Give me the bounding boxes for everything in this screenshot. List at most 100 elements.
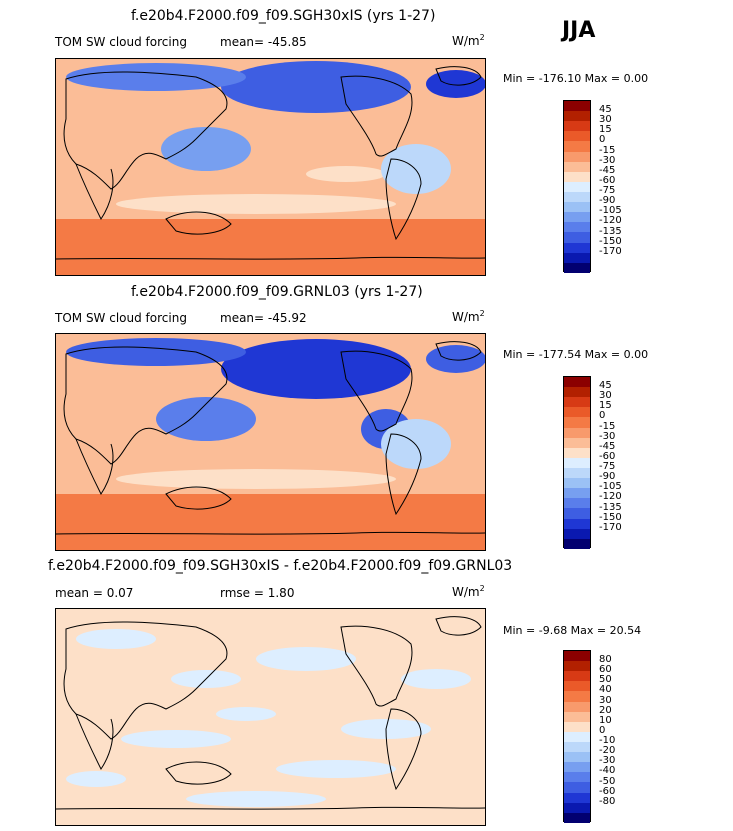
colorbar-level-label: -60 (599, 450, 616, 462)
panel2-samerica-cold (381, 419, 451, 469)
colorbar-level-label: 50 (599, 674, 612, 686)
panel1-southern-ocean (56, 219, 485, 275)
panel3-map (55, 608, 486, 826)
colorbar-level-label: -15 (599, 420, 616, 432)
panel2-units: W/m2 (452, 309, 485, 324)
colorbar-level-label: 10 (599, 714, 612, 726)
panel2-npacific-cold (221, 339, 411, 399)
colorbar-level-label: 30 (599, 694, 612, 706)
colorbar-level-label: -40 (599, 765, 616, 777)
panel1-units-text: W/m (452, 34, 480, 48)
colorbar-level-label: -170 (599, 521, 622, 533)
colorbar-swatch (564, 151, 590, 162)
colorbar-swatch (564, 222, 590, 233)
colorbar-swatch (564, 437, 590, 448)
colorbar-swatch (564, 478, 590, 489)
panel2-map-svg (56, 334, 485, 550)
panel3-map-svg (56, 609, 485, 825)
colorbar-level-label: -60 (599, 174, 616, 186)
colorbar-swatch (564, 467, 590, 479)
colorbar-swatch (564, 691, 590, 702)
colorbar-level-label: -30 (599, 430, 616, 442)
colorbar-swatch (564, 262, 590, 273)
colorbar-level-label: 0 (599, 724, 606, 736)
colorbar-swatch (564, 101, 590, 112)
colorbar-swatch (564, 711, 590, 722)
colorbar-swatch (564, 202, 590, 213)
colorbar-level-label: -170 (599, 245, 622, 257)
colorbar-level-label: 15 (599, 400, 612, 412)
colorbar-swatch (564, 161, 590, 172)
panel1-subtropic (116, 194, 396, 214)
panel1-map-svg (56, 59, 485, 275)
panel1-minmax: Min = -176.10 Max = 0.00 (503, 72, 649, 85)
colorbar-swatch (564, 121, 590, 132)
colorbar-swatch (564, 141, 590, 152)
colorbar-swatch (564, 661, 590, 672)
colorbar-swatch (564, 387, 590, 398)
colorbar-level-label: 45 (599, 380, 612, 392)
colorbar-swatch (564, 377, 590, 388)
colorbar-level-label: -120 (599, 491, 622, 503)
season-label: JJA (562, 18, 596, 43)
panel1-mean: mean= -45.85 (220, 35, 307, 49)
panel3-coastlines (56, 616, 485, 810)
panel2-units-text: W/m (452, 310, 480, 324)
panel2-subtropic (116, 469, 396, 489)
panel1-colorbar (563, 100, 591, 273)
colorbar-level-label: 0 (599, 410, 606, 422)
colorbar-swatch (564, 212, 590, 223)
colorbar-swatch (564, 457, 590, 468)
colorbar-swatch (564, 407, 590, 418)
colorbar-level-label: 15 (599, 124, 612, 136)
colorbar-level-label: -45 (599, 440, 616, 452)
panel2-natlantic-cold (426, 345, 485, 373)
colorbar-level-label: -150 (599, 511, 622, 523)
panel2-variable-label: TOM SW cloud forcing (55, 311, 187, 325)
panel1-samerica-cold (381, 144, 451, 194)
colorbar-swatch (564, 651, 590, 662)
colorbar-swatch (564, 508, 590, 519)
colorbar-swatch (564, 447, 590, 458)
colorbar-swatch (564, 671, 590, 682)
colorbar-swatch (564, 252, 590, 263)
panel3-title: f.e20b4.F2000.f09_f09.SGH30xIS - f.e20b4… (48, 558, 513, 574)
colorbar-swatch (564, 191, 590, 203)
colorbar-level-label: 60 (599, 664, 612, 676)
colorbar-swatch (564, 741, 590, 753)
colorbar-swatch (564, 111, 590, 122)
panel2-southern-ocean (56, 494, 485, 550)
colorbar-swatch (564, 181, 590, 192)
panel2-minmax: Min = -177.54 Max = 0.00 (503, 348, 649, 361)
panel3-rmse: rmse = 1.80 (220, 586, 295, 600)
colorbar-level-label: -135 (599, 501, 622, 513)
colorbar-level-label: 30 (599, 390, 612, 402)
colorbar-swatch (564, 427, 590, 438)
panel2-arctic-cold (66, 338, 246, 366)
colorbar-level-label: -135 (599, 225, 622, 237)
panel1-maritime-cold (161, 127, 251, 171)
panel2-mean: mean= -45.92 (220, 311, 307, 325)
colorbar-swatch (564, 232, 590, 243)
panel1-itcz (306, 166, 386, 182)
panel1-units: W/m2 (452, 33, 485, 48)
colorbar-swatch (564, 528, 590, 539)
colorbar-level-label: -20 (599, 745, 616, 757)
panel2-map (55, 333, 486, 551)
colorbar-swatch (564, 131, 590, 142)
colorbar-swatch (564, 792, 590, 803)
colorbar-swatch (564, 171, 590, 182)
panel3-colorbar (563, 650, 591, 823)
panel3-mean: mean = 0.07 (55, 586, 134, 600)
colorbar-level-label: 30 (599, 114, 612, 126)
colorbar-level-label: -45 (599, 164, 616, 176)
colorbar-level-label: -10 (599, 735, 616, 747)
panel3-units: W/m2 (452, 584, 485, 599)
panel2-title: f.e20b4.F2000.f09_f09.GRNL03 (yrs 1-27) (131, 284, 423, 300)
colorbar-level-label: 45 (599, 104, 612, 116)
colorbar-swatch (564, 731, 590, 742)
colorbar-level-label: -30 (599, 755, 616, 767)
panel1-map (55, 58, 486, 276)
colorbar-level-label: -75 (599, 185, 616, 197)
panel2-units-sup: 2 (479, 309, 485, 318)
